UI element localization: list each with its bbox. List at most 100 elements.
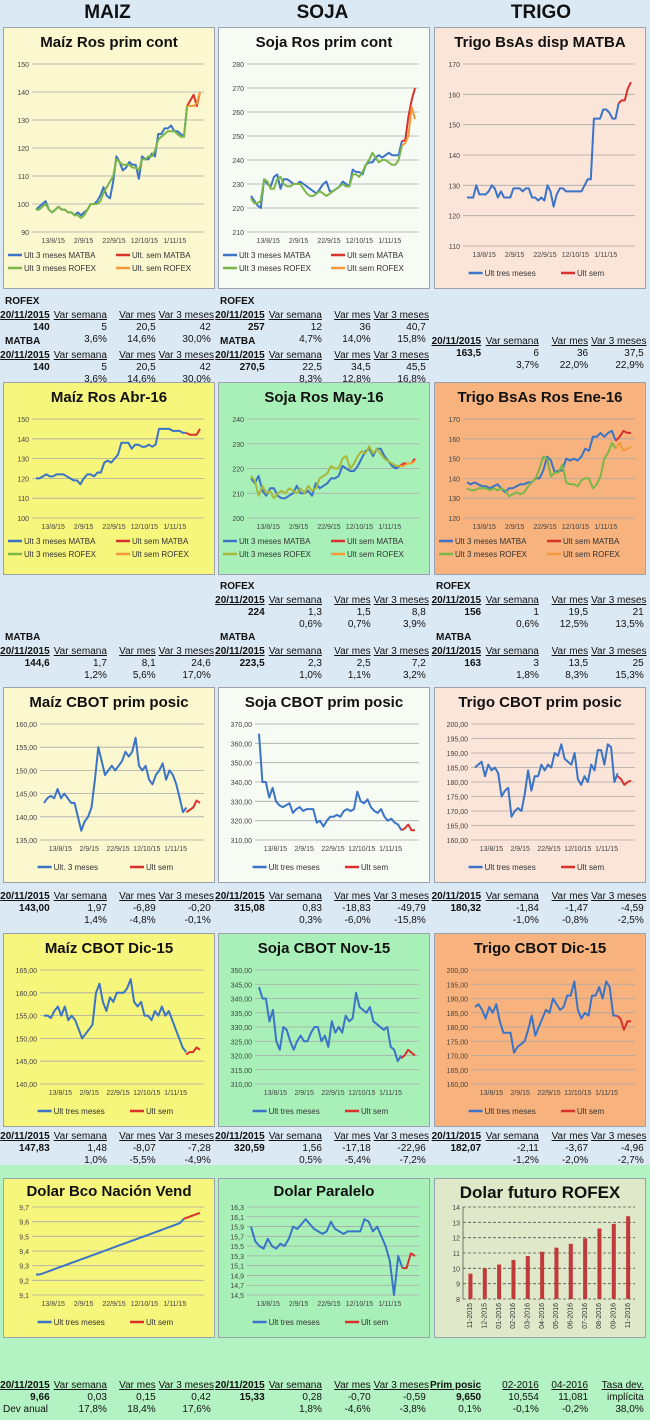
legend-label: Ult sem [361, 863, 388, 872]
value-cell: 8,1 [141, 658, 156, 669]
header-trigo: TRIGO [510, 2, 572, 23]
y-tick-label: 320,00 [231, 1054, 253, 1061]
pct-cell: -0,2% [561, 1404, 589, 1415]
column-header: Var 3 meses [158, 891, 215, 902]
chart-title: Soja CBOT prim posic [244, 694, 404, 711]
column-header: Var 3 meses [158, 310, 215, 321]
y-tick-label: 165,00 [447, 824, 469, 831]
pct-cell: 1,4% [84, 915, 107, 926]
column-header: 20/11/2015 [0, 891, 50, 902]
pct-cell: 12,5% [559, 619, 589, 630]
y-tick-label: 320,00 [231, 819, 253, 826]
y-tick-label: 250 [232, 134, 244, 141]
y-tick-label: 16,3 [230, 1205, 244, 1212]
column-header: Var semana [485, 336, 539, 347]
series-line-ult-tres-meses [474, 743, 619, 818]
pct-cell: 1,8% [516, 670, 539, 681]
x-tick-label: 12/10/15 [562, 524, 589, 531]
pct-cell: 8,3% [299, 374, 322, 385]
pct-cell: 0,6% [516, 619, 539, 630]
legend-label: Ult tres meses [485, 269, 536, 278]
series-line-ult-sem-matba [401, 87, 416, 142]
pct-cell: 16,8% [397, 374, 426, 385]
pct-cell: 22,0% [559, 360, 589, 371]
legend-label: Ult 3 meses ROFEX [239, 264, 312, 273]
pct-cell: -4,8% [129, 915, 156, 926]
y-tick-label: 9,7 [19, 1205, 29, 1212]
x-tick-label: 2/9/15 [294, 846, 314, 853]
bar-11-2015 [468, 1273, 473, 1299]
series-line-ult-tres-meses [250, 1218, 404, 1296]
y-tick-label: 160 [448, 92, 460, 99]
series-line-ult-3-meses-matba [466, 429, 617, 494]
y-tick-label: 370,00 [231, 722, 253, 729]
chart-dolar-paralelo: Dolar Paralelo 14,5 14,7 14,9 15,1 15,3 15,5 15… [218, 1178, 430, 1338]
legend-label: Ult 3 meses MATBA [24, 251, 96, 260]
column-header: Var semana [268, 891, 322, 902]
y-tick-label: 150 [448, 123, 460, 130]
legend-label: Ult 3 meses MATBA [24, 537, 96, 546]
x-tick-label: 1/11/15 [595, 1090, 618, 1097]
series-line-ult-sem [185, 1046, 201, 1056]
x-tick-label: 22/9/15 [102, 1301, 125, 1308]
y-tick-label: 230 [232, 182, 244, 189]
x-tick-label: 1/11/15 [163, 524, 186, 531]
y-tick-label: 110 [449, 244, 460, 251]
x-tick-label: 13/8/15 [264, 1090, 287, 1097]
pct-cell: 14,6% [127, 374, 156, 385]
market-label: ROFEX [5, 296, 40, 307]
y-tick-label: 195,00 [447, 737, 469, 744]
x-tick-label: 2/9/15 [79, 846, 99, 853]
value-cell: 9,650 [456, 1392, 482, 1403]
y-tick-label: 120 [448, 214, 460, 221]
x-tick-label: 2/9/15 [294, 1090, 314, 1097]
x-tick-label: 09-2016 [611, 1303, 618, 1329]
x-tick-label: 2/9/15 [289, 524, 309, 531]
y-tick-label: 170,00 [447, 1054, 469, 1061]
x-tick-label: 12/10/15 [131, 1301, 158, 1308]
legend-label: Ult tres meses [54, 1107, 105, 1116]
legend-label: Ult sem MATBA [132, 537, 189, 546]
y-tick-label: 200,00 [447, 722, 469, 729]
column-header: Var semana [53, 891, 107, 902]
x-tick-label: 22/9/15 [533, 252, 556, 259]
column-header: Var mes [119, 1380, 156, 1391]
value-cell: 163,5 [456, 348, 482, 359]
y-tick-label: 14,9 [230, 1273, 244, 1280]
value-cell: 0,03 [87, 1392, 107, 1403]
column-header: 20/11/2015 [215, 350, 265, 361]
column-header: Var semana [485, 646, 539, 657]
column-header: 20/11/2015 [0, 310, 50, 321]
column-header: Var mes [334, 350, 371, 361]
column-header: Var 3 meses [158, 1380, 215, 1391]
column-header: 20/11/2015 [215, 646, 265, 657]
pct-cell: 14,6% [127, 334, 156, 345]
x-tick-label: 13/8/15 [257, 524, 280, 531]
y-tick-label: 14,5 [230, 1293, 244, 1300]
column-header: Var 3 meses [373, 1380, 430, 1391]
column-header: Var mes [119, 646, 156, 657]
y-tick-label: 340,00 [231, 780, 253, 787]
x-tick-label: 2/9/15 [79, 1090, 99, 1097]
pct-cell: 13,5% [615, 619, 644, 630]
y-tick-label: 165,00 [447, 1068, 469, 1075]
chart-title: Trigo BsAs Ros Ene-16 [457, 389, 623, 406]
value-cell: 11,081 [558, 1392, 589, 1403]
y-tick-label: 190,00 [447, 997, 469, 1004]
y-tick-label: 9,6 [19, 1220, 29, 1227]
chart-maiz-ros-prim-cont: Maíz Ros prim cont 90 100 110 120 130 140 150 13… [3, 27, 215, 289]
column-header: Var mes [334, 595, 371, 606]
x-tick-label: 1/11/15 [594, 524, 617, 531]
chart-title: Maíz CBOT Dic-15 [44, 940, 174, 957]
chart-title: Trigo CBOT Dic-15 [473, 940, 607, 957]
x-tick-label: 04-2016 [539, 1303, 546, 1329]
legend-label: Ult sem ROFEX [347, 264, 405, 273]
y-tick-label: 140 [448, 476, 460, 483]
pct-cell: 1,8% [299, 1404, 322, 1415]
value-cell: 147,83 [19, 1143, 50, 1154]
pct-cell: -4,6% [344, 1404, 371, 1415]
pct-cell: -15,8% [394, 915, 426, 926]
chart-title: Maíz CBOT prim posic [29, 694, 189, 711]
x-tick-label: 13/8/15 [264, 846, 287, 853]
x-tick-label: 1/11/15 [163, 238, 186, 245]
